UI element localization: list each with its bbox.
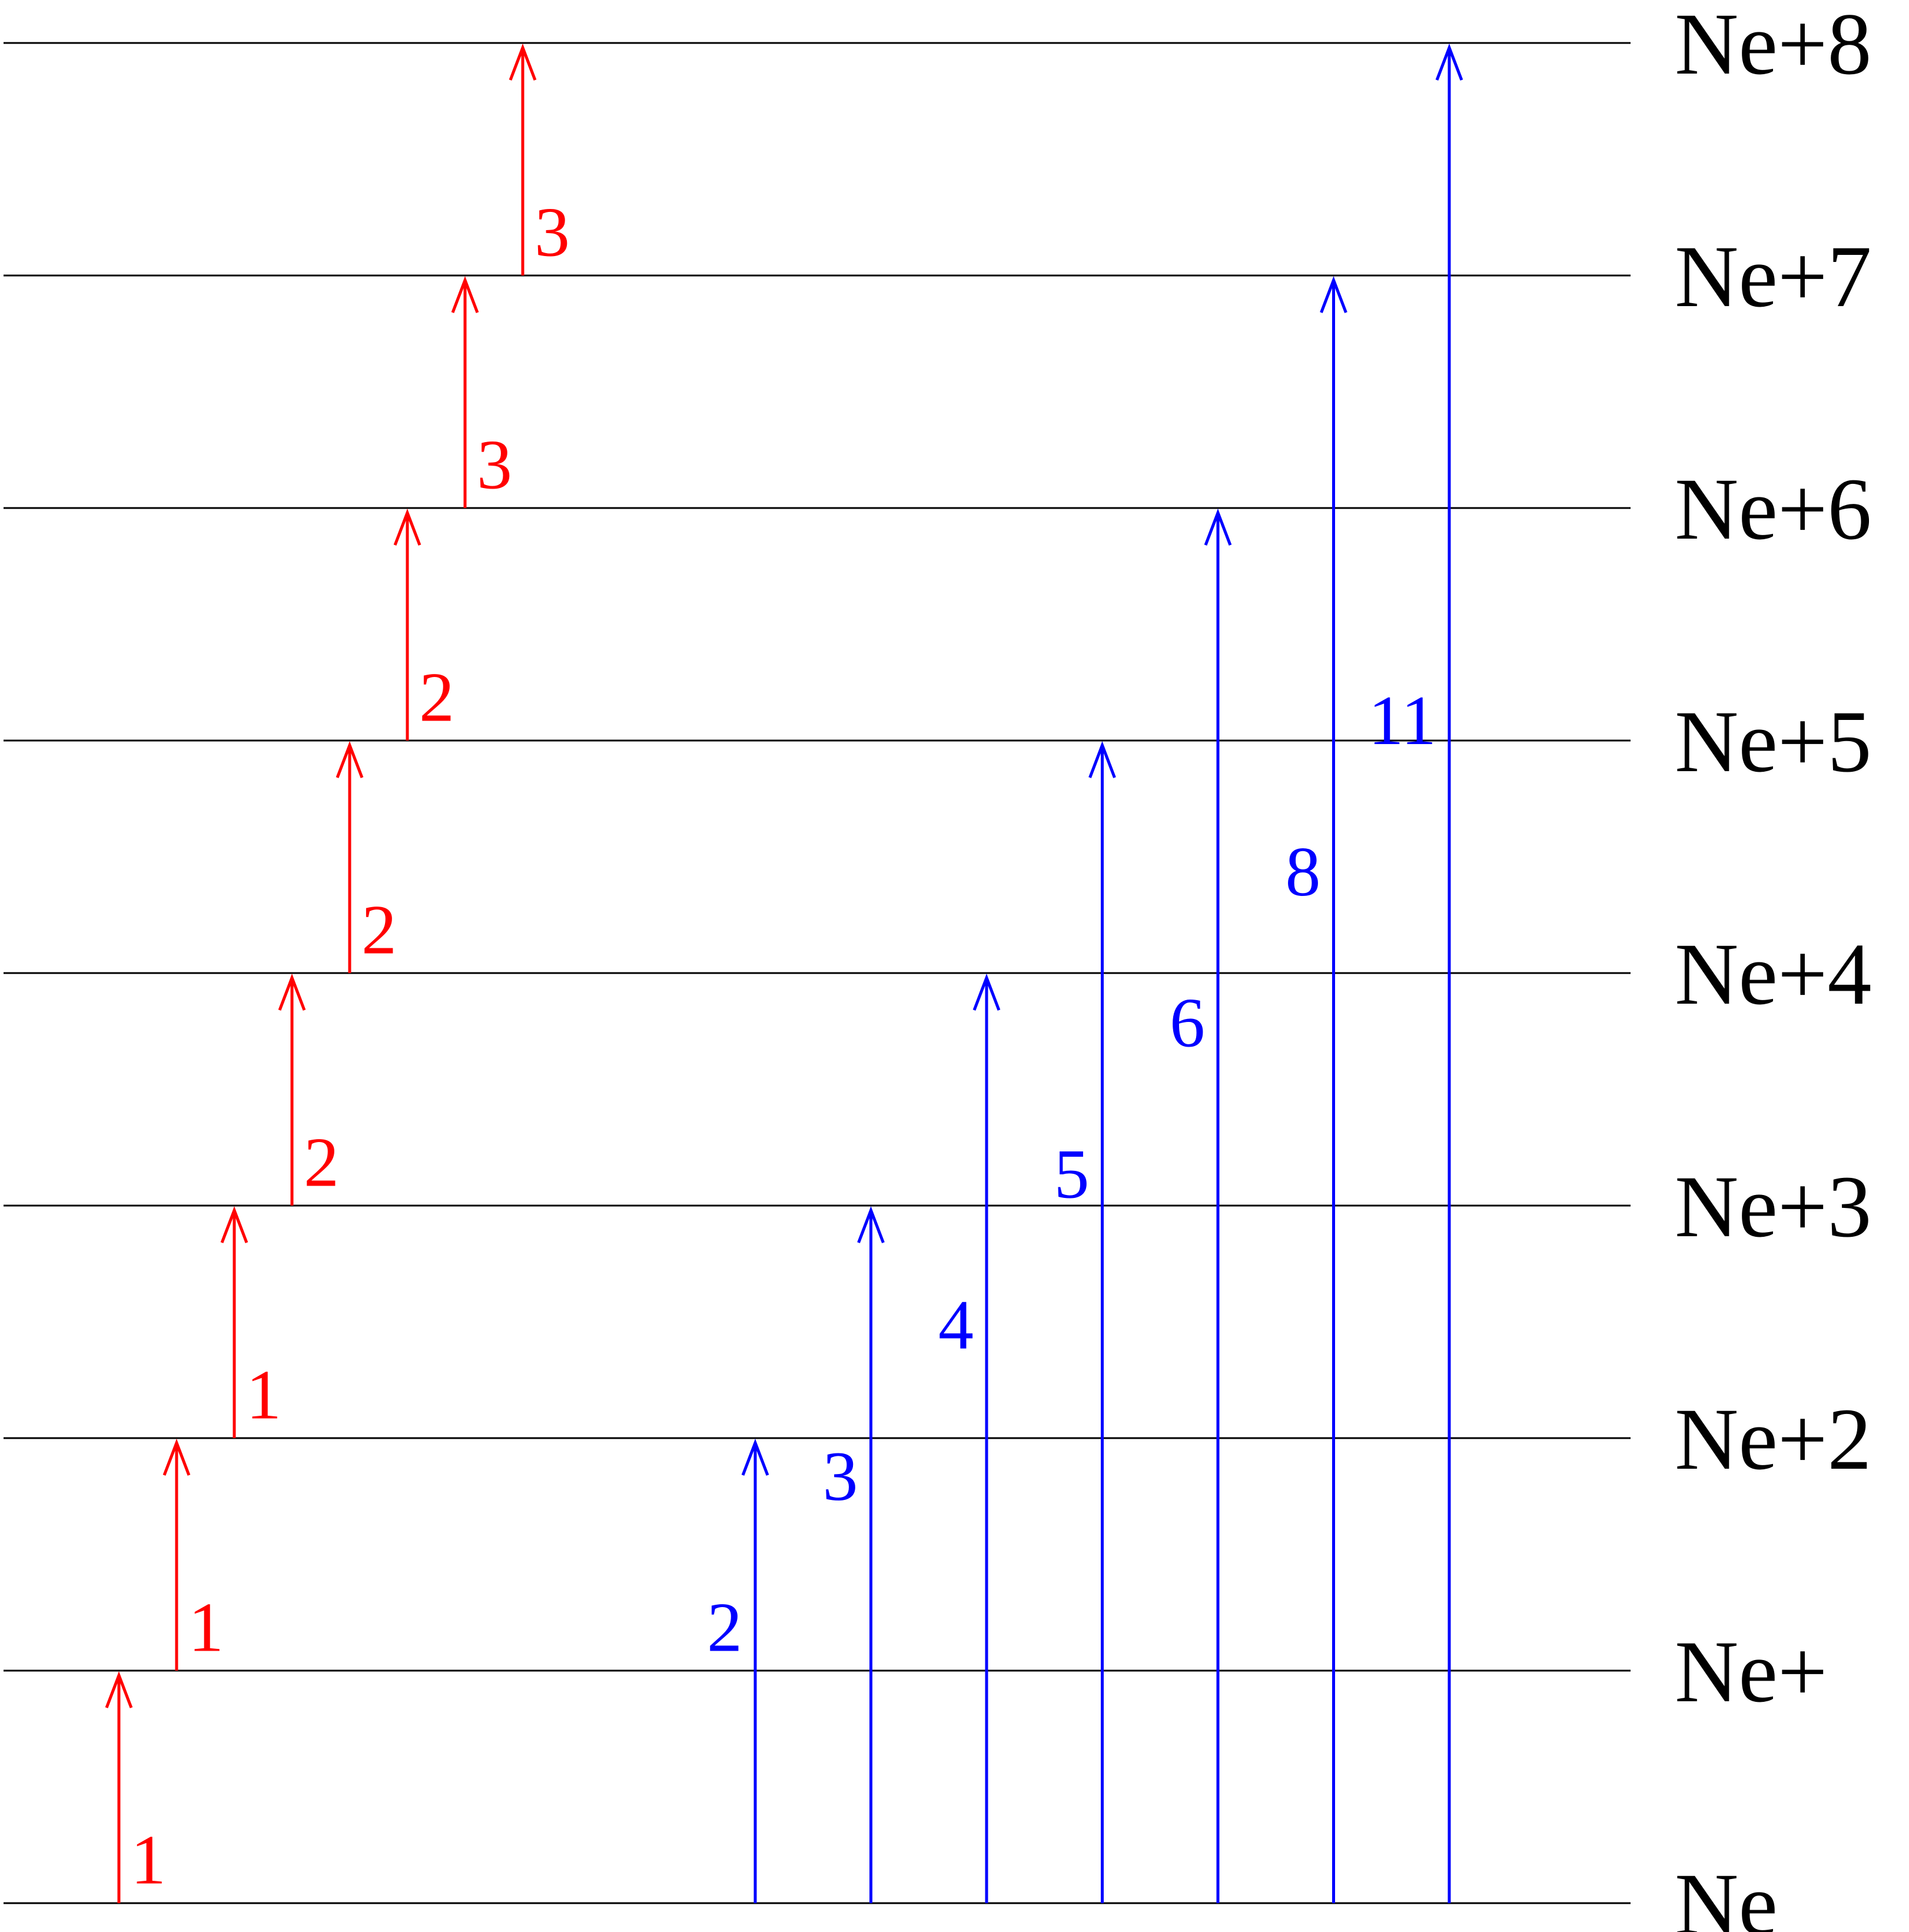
sequential-arrow-2 [220,1206,248,1438]
level-label-8: Ne+8 [1675,0,1872,93]
sequential-arrow-label-2: 1 [246,1356,281,1434]
sequential-ionization-arrows: 1 1 1 2 2 2 3 3 [105,43,570,1903]
direct-arrow-label-6: 11 [1368,681,1436,759]
level-label-5: Ne+5 [1675,693,1872,791]
level-label-6: Ne+6 [1675,460,1872,558]
energy-level-labels: Ne Ne+ Ne+2 Ne+3 Ne+4 Ne+5 Ne+6 Ne+7 Ne+8 [1675,0,1872,1932]
direct-arrow-label-4: 6 [1170,984,1205,1062]
direct-arrow-3 [1088,741,1116,1903]
direct-arrow-0 [741,1438,769,1903]
direct-ionization-arrows: 2 3 4 5 6 8 11 [707,43,1463,1903]
level-label-4: Ne+4 [1675,925,1872,1023]
direct-arrow-label-3: 5 [1054,1134,1090,1213]
sequential-arrow-0 [105,1671,133,1903]
sequential-arrow-label-5: 2 [419,658,454,736]
level-label-0: Ne [1675,1855,1778,1932]
energy-level-lines [4,42,1631,1904]
level-label-7: Ne+7 [1675,228,1872,326]
direct-arrow-5 [1320,275,1347,1903]
sequential-arrow-label-3: 2 [304,1123,339,1201]
sequential-arrow-label-6: 3 [477,426,512,504]
sequential-arrow-label-1: 1 [188,1588,224,1667]
sequential-arrow-3 [278,973,306,1206]
direct-arrow-2 [972,973,1001,1903]
level-label-3: Ne+3 [1675,1158,1872,1256]
direct-arrow-6 [1435,43,1463,1903]
sequential-arrow-1 [162,1438,191,1671]
sequential-arrow-label-7: 3 [534,193,570,271]
sequential-arrow-5 [393,508,421,741]
level-label-2: Ne+2 [1675,1390,1872,1488]
sequential-arrow-6 [451,275,479,508]
direct-arrow-label-2: 4 [938,1286,974,1364]
direct-arrow-label-0: 2 [707,1588,742,1667]
sequential-arrow-7 [509,43,537,275]
sequential-arrow-label-4: 2 [361,891,397,969]
direct-arrow-1 [857,1206,885,1903]
sequential-arrow-4 [336,741,364,973]
direct-arrow-label-1: 3 [823,1437,858,1515]
direct-arrow-label-5: 8 [1286,832,1321,911]
direct-arrow-4 [1204,508,1232,1903]
sequential-arrow-label-0: 1 [131,1821,166,1899]
level-label-1: Ne+ [1675,1623,1828,1721]
